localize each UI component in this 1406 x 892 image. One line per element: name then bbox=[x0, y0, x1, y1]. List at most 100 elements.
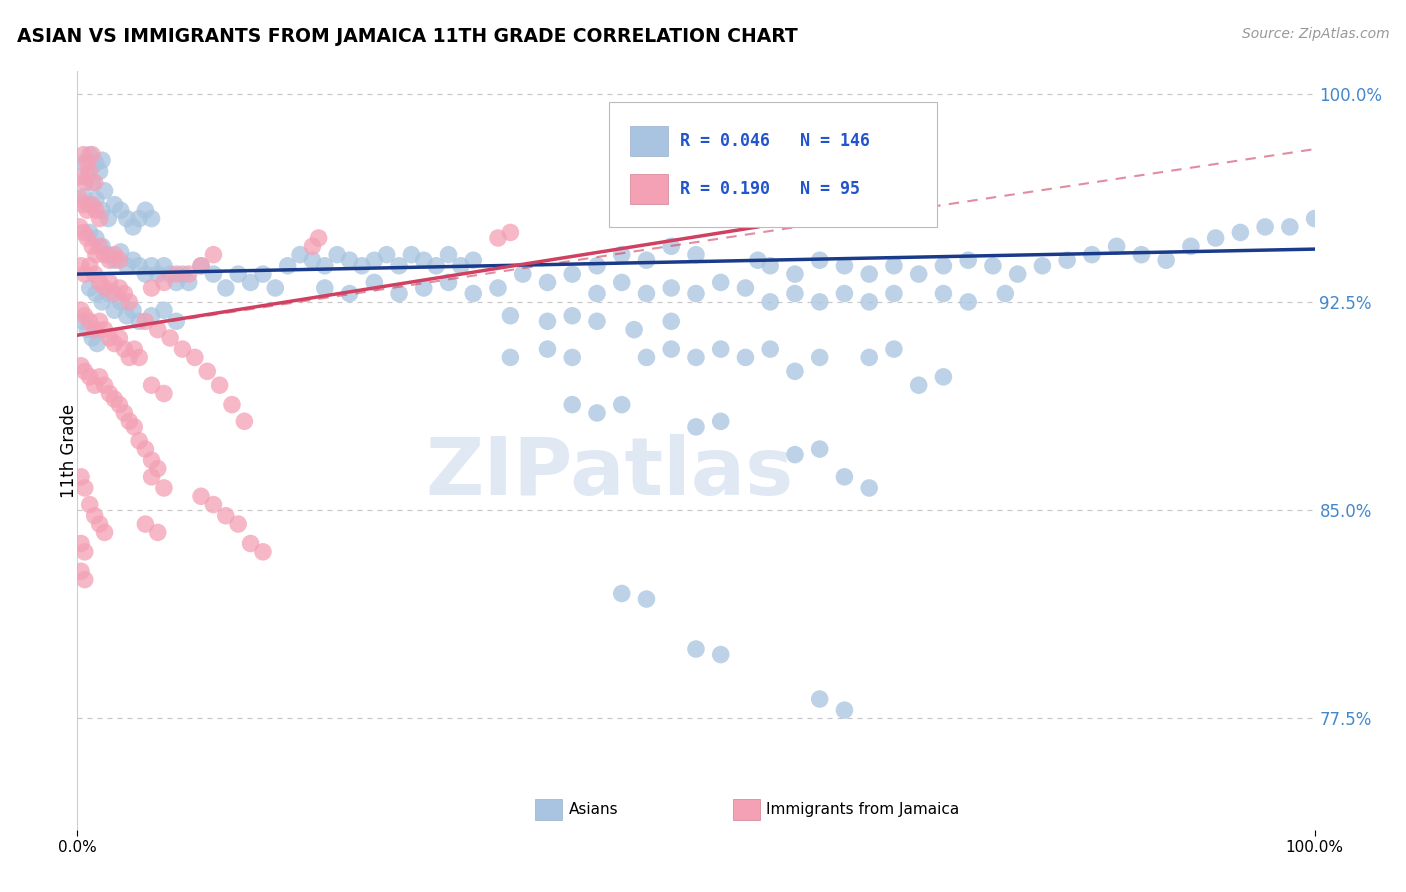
Point bbox=[425, 259, 447, 273]
Point bbox=[412, 281, 434, 295]
Point bbox=[159, 267, 181, 281]
Point bbox=[153, 386, 176, 401]
Point bbox=[215, 281, 238, 295]
Point bbox=[93, 184, 115, 198]
Point bbox=[98, 253, 121, 268]
Point bbox=[586, 314, 609, 328]
Point bbox=[91, 203, 114, 218]
Point bbox=[122, 219, 145, 234]
Point bbox=[73, 364, 96, 378]
Point bbox=[103, 286, 125, 301]
Point bbox=[112, 406, 135, 420]
Point bbox=[486, 231, 509, 245]
Point bbox=[83, 176, 105, 190]
Point bbox=[685, 247, 707, 261]
Point bbox=[363, 253, 385, 268]
Point bbox=[84, 156, 107, 170]
Point bbox=[93, 378, 115, 392]
Point bbox=[636, 286, 658, 301]
Point bbox=[79, 259, 101, 273]
Point bbox=[141, 309, 163, 323]
Point bbox=[97, 247, 120, 261]
Point bbox=[659, 239, 682, 253]
Point bbox=[70, 259, 93, 273]
FancyBboxPatch shape bbox=[609, 102, 938, 227]
Point bbox=[79, 369, 101, 384]
Point bbox=[759, 259, 782, 273]
Point bbox=[314, 259, 336, 273]
Point bbox=[83, 267, 105, 281]
Point bbox=[84, 231, 107, 245]
Point bbox=[76, 156, 98, 170]
Point bbox=[89, 517, 111, 532]
Point bbox=[184, 351, 207, 365]
Point bbox=[932, 286, 955, 301]
Point bbox=[72, 226, 94, 240]
Point bbox=[141, 378, 163, 392]
Point bbox=[79, 147, 101, 161]
Text: R = 0.190   N = 95: R = 0.190 N = 95 bbox=[681, 180, 860, 198]
Point bbox=[70, 536, 93, 550]
Point bbox=[72, 197, 94, 211]
Y-axis label: 11th Grade: 11th Grade bbox=[60, 403, 77, 498]
Point bbox=[134, 517, 156, 532]
Text: Source: ZipAtlas.com: Source: ZipAtlas.com bbox=[1241, 27, 1389, 41]
Point bbox=[1154, 253, 1177, 268]
Point bbox=[89, 164, 111, 178]
Point bbox=[134, 442, 156, 456]
Point bbox=[165, 267, 187, 281]
Point bbox=[165, 314, 187, 328]
Point bbox=[70, 564, 93, 578]
Point bbox=[636, 592, 658, 607]
Point bbox=[301, 239, 323, 253]
Point bbox=[536, 342, 558, 356]
Point bbox=[636, 351, 658, 365]
Point bbox=[91, 239, 114, 253]
Point bbox=[93, 247, 115, 261]
Point bbox=[808, 692, 831, 706]
Point bbox=[401, 247, 423, 261]
Point bbox=[957, 253, 980, 268]
Point bbox=[110, 244, 132, 259]
Point bbox=[86, 336, 108, 351]
Point bbox=[907, 267, 929, 281]
Point bbox=[610, 247, 633, 261]
Point bbox=[98, 276, 121, 290]
Text: ZIPatlas: ZIPatlas bbox=[425, 434, 793, 512]
Point bbox=[226, 517, 249, 532]
Point bbox=[118, 351, 141, 365]
Point bbox=[610, 586, 633, 600]
Point bbox=[89, 211, 111, 226]
Point bbox=[73, 267, 96, 281]
Point bbox=[73, 481, 96, 495]
Point bbox=[72, 314, 94, 328]
Point bbox=[177, 276, 200, 290]
Point bbox=[710, 342, 733, 356]
Point bbox=[89, 314, 111, 328]
Point bbox=[82, 197, 104, 211]
Point bbox=[1180, 239, 1202, 253]
Point bbox=[747, 253, 769, 268]
Point bbox=[97, 286, 120, 301]
Point bbox=[463, 286, 485, 301]
Point bbox=[1278, 219, 1301, 234]
Point bbox=[103, 392, 125, 406]
Point bbox=[73, 545, 96, 559]
Point bbox=[659, 314, 682, 328]
Point bbox=[73, 176, 96, 190]
Point bbox=[141, 211, 163, 226]
Point bbox=[586, 406, 609, 420]
Point bbox=[1081, 247, 1104, 261]
Text: R = 0.046   N = 146: R = 0.046 N = 146 bbox=[681, 132, 870, 150]
Point bbox=[363, 276, 385, 290]
Point bbox=[981, 259, 1004, 273]
Point bbox=[685, 351, 707, 365]
Point bbox=[134, 267, 156, 281]
Point bbox=[610, 276, 633, 290]
Point bbox=[72, 156, 94, 170]
Point bbox=[195, 364, 218, 378]
Point bbox=[76, 323, 98, 337]
Point bbox=[172, 267, 194, 281]
Point bbox=[128, 211, 150, 226]
Point bbox=[808, 442, 831, 456]
